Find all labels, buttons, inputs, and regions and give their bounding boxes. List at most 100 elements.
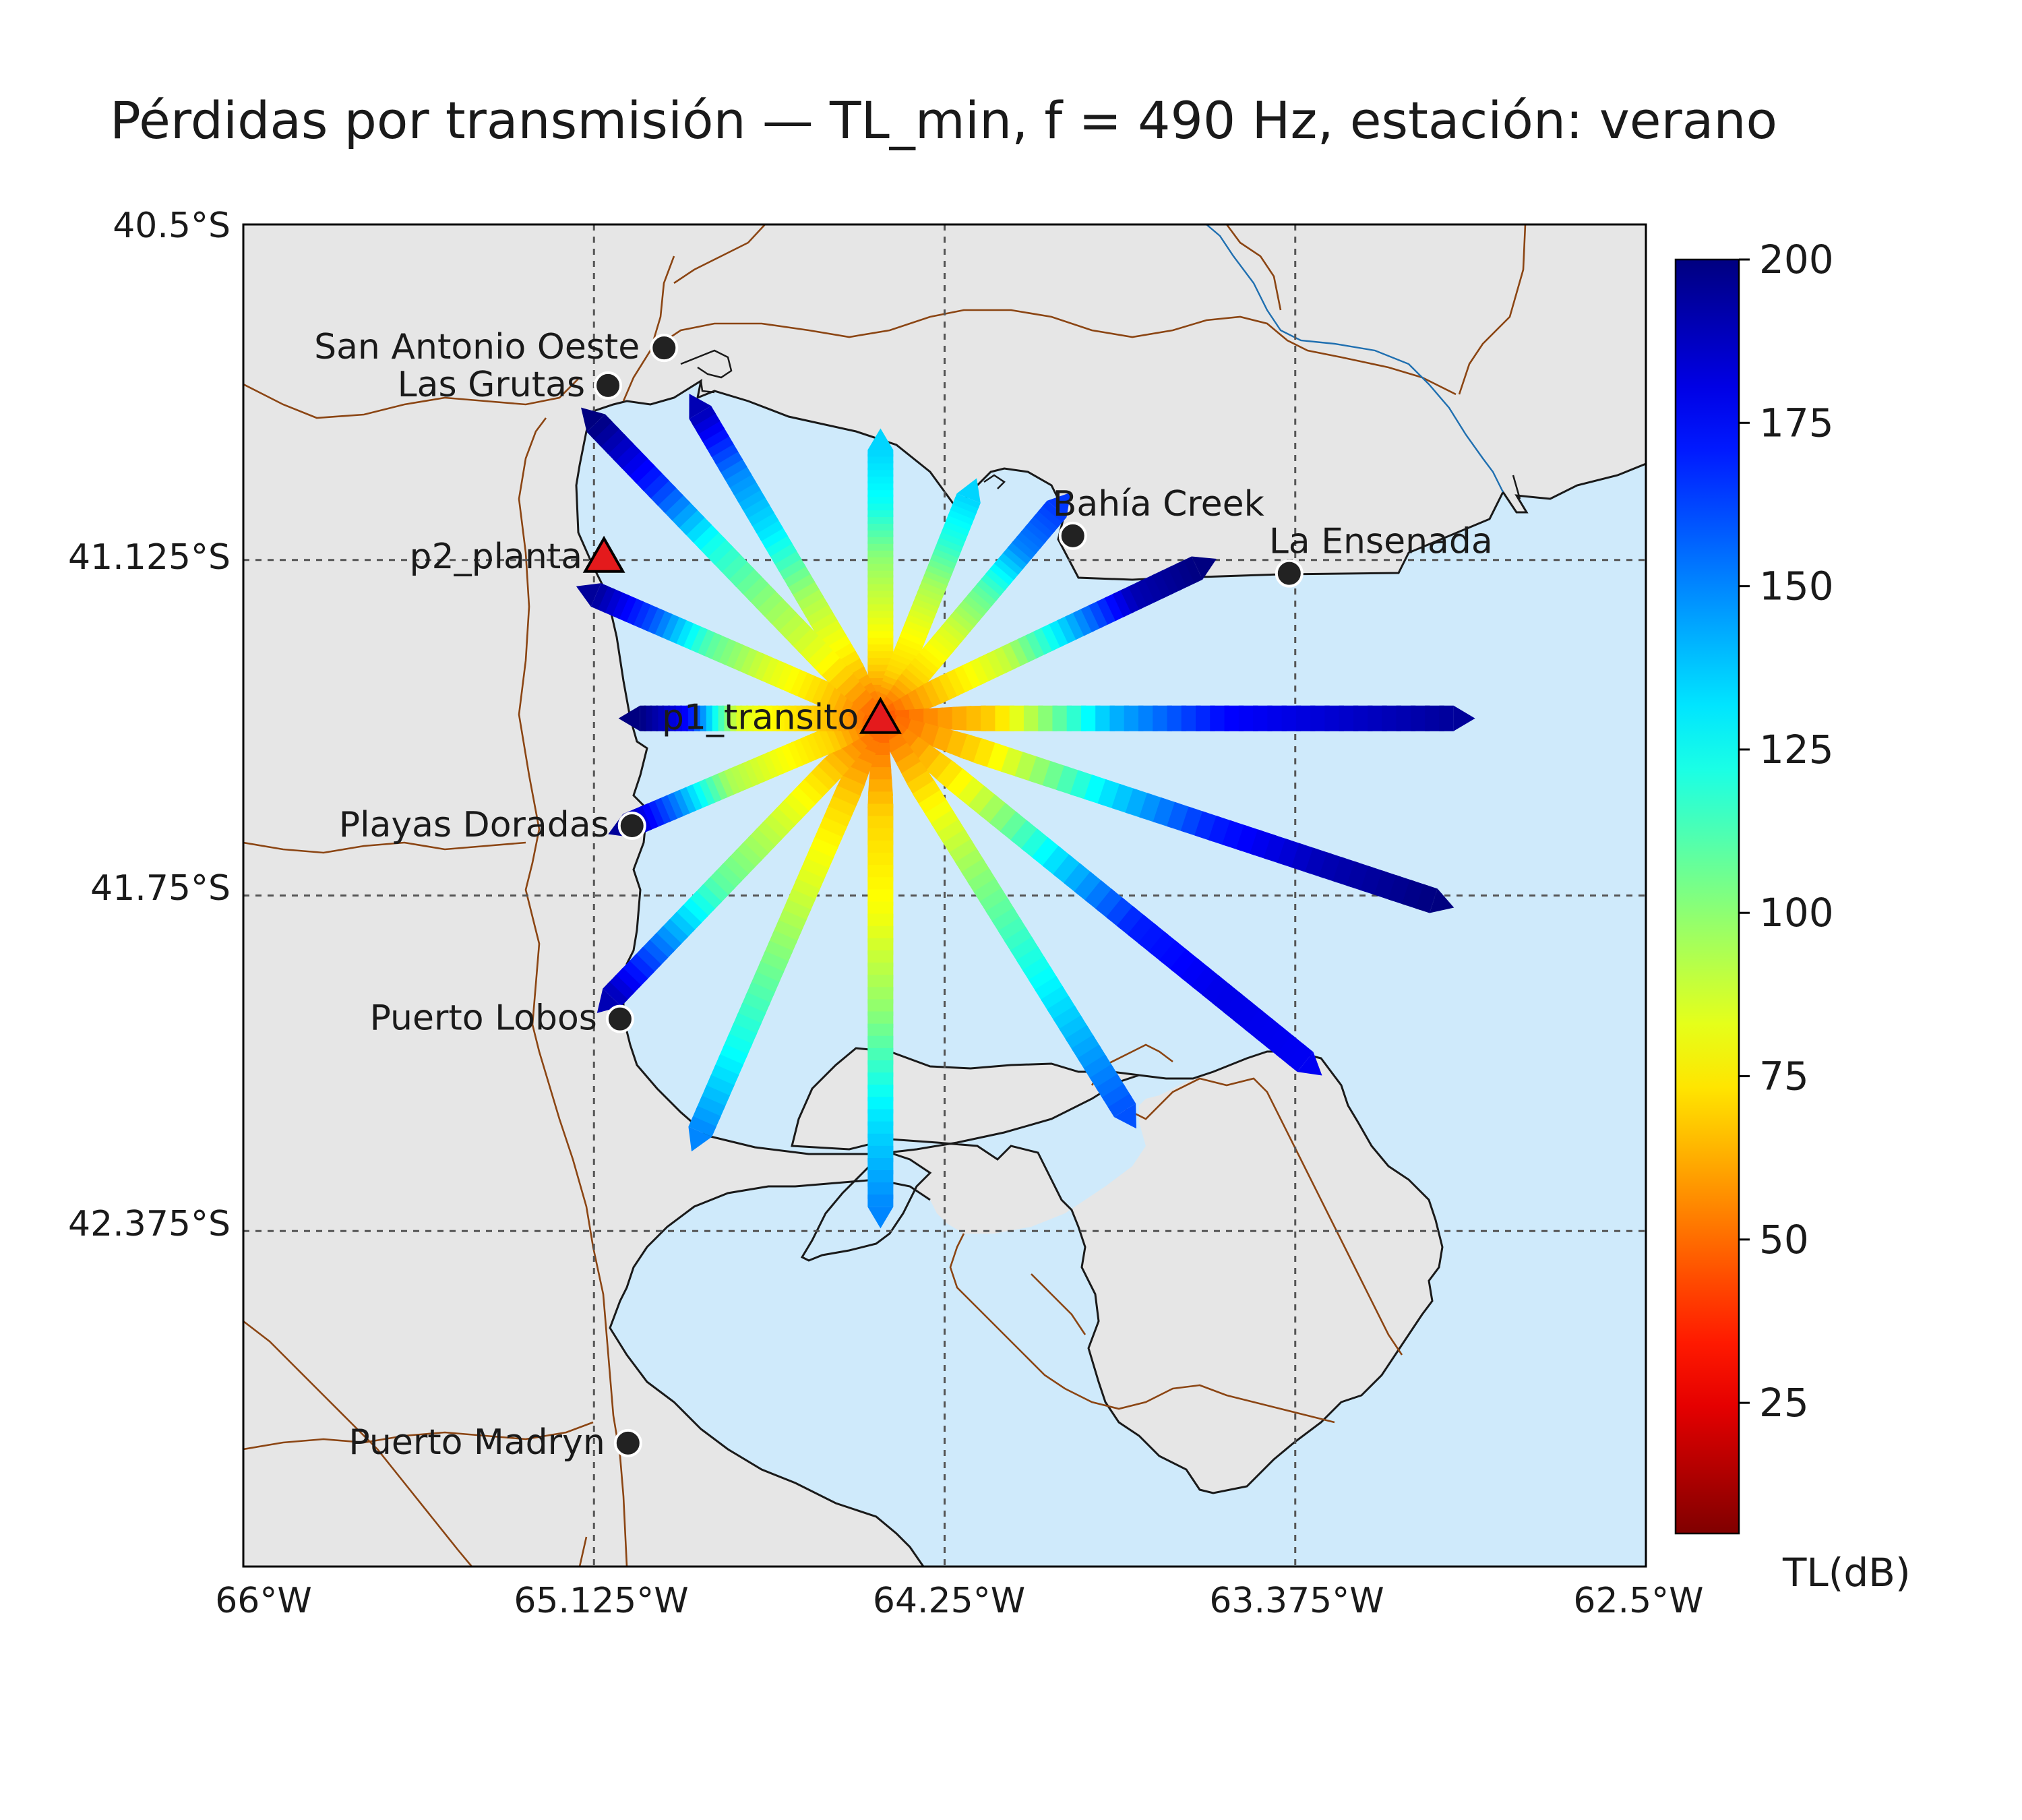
source-marker: p1_transito <box>662 696 902 738</box>
tl-radial-segment <box>1254 1017 1285 1050</box>
tl-radial-segment <box>627 456 655 484</box>
colorbar-tick-label: 150 <box>1759 564 1834 609</box>
tl-radial-segment <box>782 564 811 588</box>
city-label: Bahía Creek <box>1053 484 1264 524</box>
tl-radial-segment <box>705 537 733 565</box>
tl-radial-segment <box>958 598 985 622</box>
tl-radial-segment <box>1244 1008 1275 1041</box>
tl-radial-segment <box>963 593 989 617</box>
tl-radial-segment <box>1095 888 1126 921</box>
tl-radial-segment <box>937 535 964 553</box>
tl-radial-segment <box>662 493 691 521</box>
tl-radial-segment <box>1042 500 1067 523</box>
tl-radial-segment <box>906 612 933 630</box>
tl-radial-segment <box>647 932 675 961</box>
tl-radial-segment <box>1029 514 1055 539</box>
tl-radial-segment <box>646 800 665 828</box>
tl-radial-segment <box>917 585 944 603</box>
tl-radial-segment <box>923 679 944 707</box>
tl-radial-segment <box>1212 983 1243 1015</box>
tl-radial-segment <box>915 590 942 608</box>
tl-radial-segment <box>598 426 627 454</box>
tl-radial-segment <box>928 557 955 575</box>
tl-radial-segment <box>728 849 756 876</box>
tl-radial-segment <box>791 579 820 603</box>
tl-radial-segment <box>961 858 991 886</box>
tl-radial-segment <box>645 607 665 635</box>
tl-radial-segment <box>704 1074 735 1099</box>
tl-radial-segment <box>619 448 648 477</box>
tl-radial-segment <box>1028 966 1059 994</box>
tl-radial-segment <box>1095 1074 1126 1101</box>
city-label: Playas Doradas <box>339 805 609 845</box>
tl-radial-segment <box>746 502 774 526</box>
tl-radial-segment <box>677 508 705 536</box>
tl-radial-segment <box>1138 923 1169 955</box>
tl-radial-segment <box>781 793 809 821</box>
tl-radial-segment <box>1084 880 1115 912</box>
tl-radial-segment <box>993 645 1016 674</box>
tl-radial-segment <box>620 961 648 988</box>
tl-radial-segment <box>805 640 833 669</box>
tl-radial-segment <box>638 603 658 632</box>
tl-radial-segment <box>803 733 823 761</box>
tl-radial-segment <box>841 678 867 703</box>
tl-radial-segment <box>1080 604 1103 632</box>
tl-radial-segment <box>640 803 658 830</box>
tl-radial-segment <box>787 571 816 595</box>
tl-radial-segment <box>814 617 842 641</box>
source-label: p2_planta <box>409 537 582 577</box>
tl-radial-segment <box>915 683 936 710</box>
administrative-borders <box>243 224 1527 1567</box>
tl-radial-segment <box>803 847 834 872</box>
tl-radial-segment <box>674 905 702 932</box>
tl-radial-segment <box>921 574 948 591</box>
tl-radial-segment <box>652 609 673 638</box>
x-tick-label: 65.125°W <box>514 1581 688 1621</box>
tl-radial-segment <box>831 785 861 810</box>
tl-radial-segment <box>603 588 623 616</box>
tl-radial-segment <box>718 456 747 481</box>
tl-radial-segment <box>908 607 936 624</box>
tl-radial-segment <box>910 601 938 619</box>
tl-radial-segment <box>745 981 775 1006</box>
tl-radial-segment <box>781 899 811 923</box>
tl-radial-segment <box>688 1116 716 1137</box>
tl-radial-segment <box>1017 634 1039 663</box>
tl-radial-segment <box>1180 957 1211 990</box>
tl-radial-segment <box>930 675 952 704</box>
tl-radial-segment <box>835 775 865 799</box>
tl-radial-segment <box>763 940 793 965</box>
tl-radial-segment <box>822 752 849 779</box>
tl-radial-segment <box>640 705 646 731</box>
tl-radial-segment <box>723 464 752 488</box>
tl-radial-segment <box>985 648 1008 677</box>
colorbar-label: TL(dB) <box>1782 1550 1911 1596</box>
tl-radial-segment <box>943 829 973 856</box>
tl-radial-segment <box>1169 948 1200 981</box>
tl-radial-tip <box>1297 1052 1322 1076</box>
tl-radial-segment <box>1016 946 1047 974</box>
tl-radial-segment <box>906 661 932 685</box>
tl-radial-segment <box>823 684 843 711</box>
tl-radial-segment <box>795 868 825 892</box>
tl-radial-segment <box>773 548 801 572</box>
tl-radial-segment <box>690 781 709 810</box>
tl-radial-segment <box>694 884 723 911</box>
tl-radial-segment <box>1089 1064 1120 1091</box>
tl-radial-segment <box>733 566 762 595</box>
tl-radial-segment <box>1002 641 1024 670</box>
tl-radial-segment <box>1047 996 1077 1023</box>
tl-radial-segment <box>691 1105 721 1130</box>
tl-radial-segment <box>904 617 931 636</box>
tl-radial-segment <box>805 602 833 626</box>
tl-radial-segment <box>828 745 855 772</box>
tl-radial-segment <box>808 765 836 793</box>
tl-radial-segment <box>901 761 930 787</box>
tl-radial-segment <box>810 731 829 758</box>
tl-radial-tip <box>1453 705 1475 731</box>
tl-radial-segment <box>747 581 776 609</box>
tl-radial-segment <box>816 728 835 756</box>
tl-radial-segment <box>1101 1083 1132 1111</box>
